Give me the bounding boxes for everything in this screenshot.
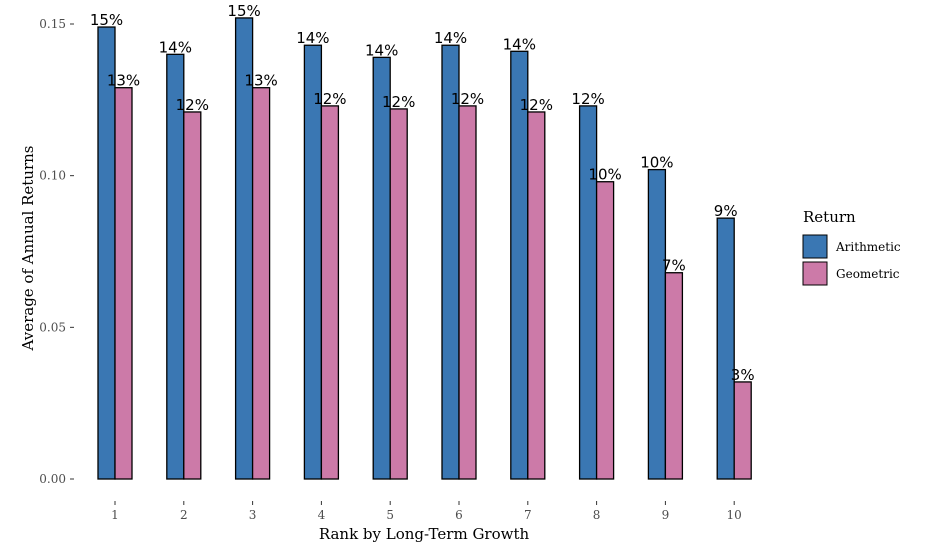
data-label-geometric-10: 3% — [731, 366, 755, 384]
bar-arithmetic-1 — [97, 26, 116, 480]
legend-key-arithmetic — [802, 234, 828, 259]
data-label-geometric-1: 13% — [107, 72, 140, 90]
bar-geometric-8 — [595, 181, 615, 480]
data-label-arithmetic-9: 10% — [640, 154, 673, 172]
data-label-arithmetic-5: 14% — [365, 41, 398, 59]
x-tick-label-2: 2 — [180, 508, 188, 522]
bar-geometric-2 — [183, 111, 202, 480]
legend-key-geometric — [802, 261, 828, 286]
data-label-geometric-4: 12% — [313, 90, 346, 108]
data-label-geometric-6: 12% — [451, 90, 484, 108]
legend-title: Return — [803, 208, 856, 226]
x-tick-label-1: 1 — [111, 508, 119, 522]
bars-layer — [97, 17, 752, 480]
bar-arithmetic-7 — [510, 50, 529, 480]
legend-label-geometric: Geometric — [836, 267, 900, 281]
legend: Return Arithmetic Geometric — [802, 208, 901, 286]
bar-geometric-4 — [320, 105, 340, 480]
y-tick-label-0.00: 0.00 — [39, 472, 66, 486]
bar-arithmetic-4 — [303, 44, 323, 480]
data-label-arithmetic-4: 14% — [296, 29, 329, 47]
data-label-geometric-5: 12% — [382, 93, 415, 111]
bar-geometric-9 — [664, 272, 684, 480]
x-axis: 1 2 3 4 5 6 7 8 9 10 — [111, 501, 742, 522]
y-tick-label-0.15: 0.15 — [39, 17, 66, 31]
x-tick-label-4: 4 — [318, 508, 326, 522]
x-tick-label-7: 7 — [524, 508, 532, 522]
x-axis-title: Rank by Long-Term Growth — [319, 525, 530, 543]
bar-geometric-3 — [251, 87, 271, 480]
data-label-arithmetic-1: 15% — [90, 11, 123, 29]
data-label-arithmetic-8: 12% — [571, 90, 604, 108]
x-tick-label-3: 3 — [249, 508, 257, 522]
bar-arithmetic-9 — [647, 168, 667, 480]
bar-geometric-1 — [114, 87, 133, 480]
y-axis: 0.00 0.05 0.10 0.15 — [39, 17, 74, 486]
bar-arithmetic-6 — [441, 44, 460, 480]
data-label-geometric-3: 13% — [244, 72, 277, 90]
data-label-geometric-9: 7% — [662, 257, 686, 275]
x-tick-label-9: 9 — [662, 508, 670, 522]
data-label-geometric-8: 10% — [588, 166, 621, 184]
data-label-geometric-7: 12% — [520, 96, 553, 114]
data-label-arithmetic-3: 15% — [227, 2, 260, 20]
x-tick-label-10: 10 — [727, 508, 742, 522]
legend-label-arithmetic: Arithmetic — [835, 240, 901, 254]
data-label-arithmetic-10: 9% — [714, 202, 738, 220]
bar-geometric-6 — [458, 105, 477, 480]
y-tick-label-0.10: 0.10 — [39, 169, 66, 183]
data-labels-layer: 15% 13% 14% 12% 15% 13% 14% 12% 14% 12% 14% 12% 14% 1… — [90, 2, 755, 384]
y-axis-title: Average of Annual Returns — [19, 146, 37, 352]
data-label-arithmetic-2: 14% — [159, 38, 192, 56]
y-tick-label-0.05: 0.05 — [39, 320, 66, 334]
bar-geometric-7 — [527, 111, 546, 480]
bar-geometric-10 — [733, 381, 752, 480]
bar-geometric-5 — [389, 108, 408, 480]
bar-arithmetic-5 — [372, 56, 391, 480]
bar-arithmetic-2 — [166, 53, 185, 480]
data-label-arithmetic-7: 14% — [503, 35, 536, 53]
x-tick-label-8: 8 — [593, 508, 601, 522]
bar-arithmetic-10 — [716, 217, 735, 480]
x-tick-label-6: 6 — [455, 508, 463, 522]
data-label-arithmetic-6: 14% — [434, 29, 467, 47]
x-tick-label-5: 5 — [386, 508, 394, 522]
data-label-geometric-2: 12% — [176, 96, 209, 114]
bar-arithmetic-8 — [578, 105, 598, 480]
